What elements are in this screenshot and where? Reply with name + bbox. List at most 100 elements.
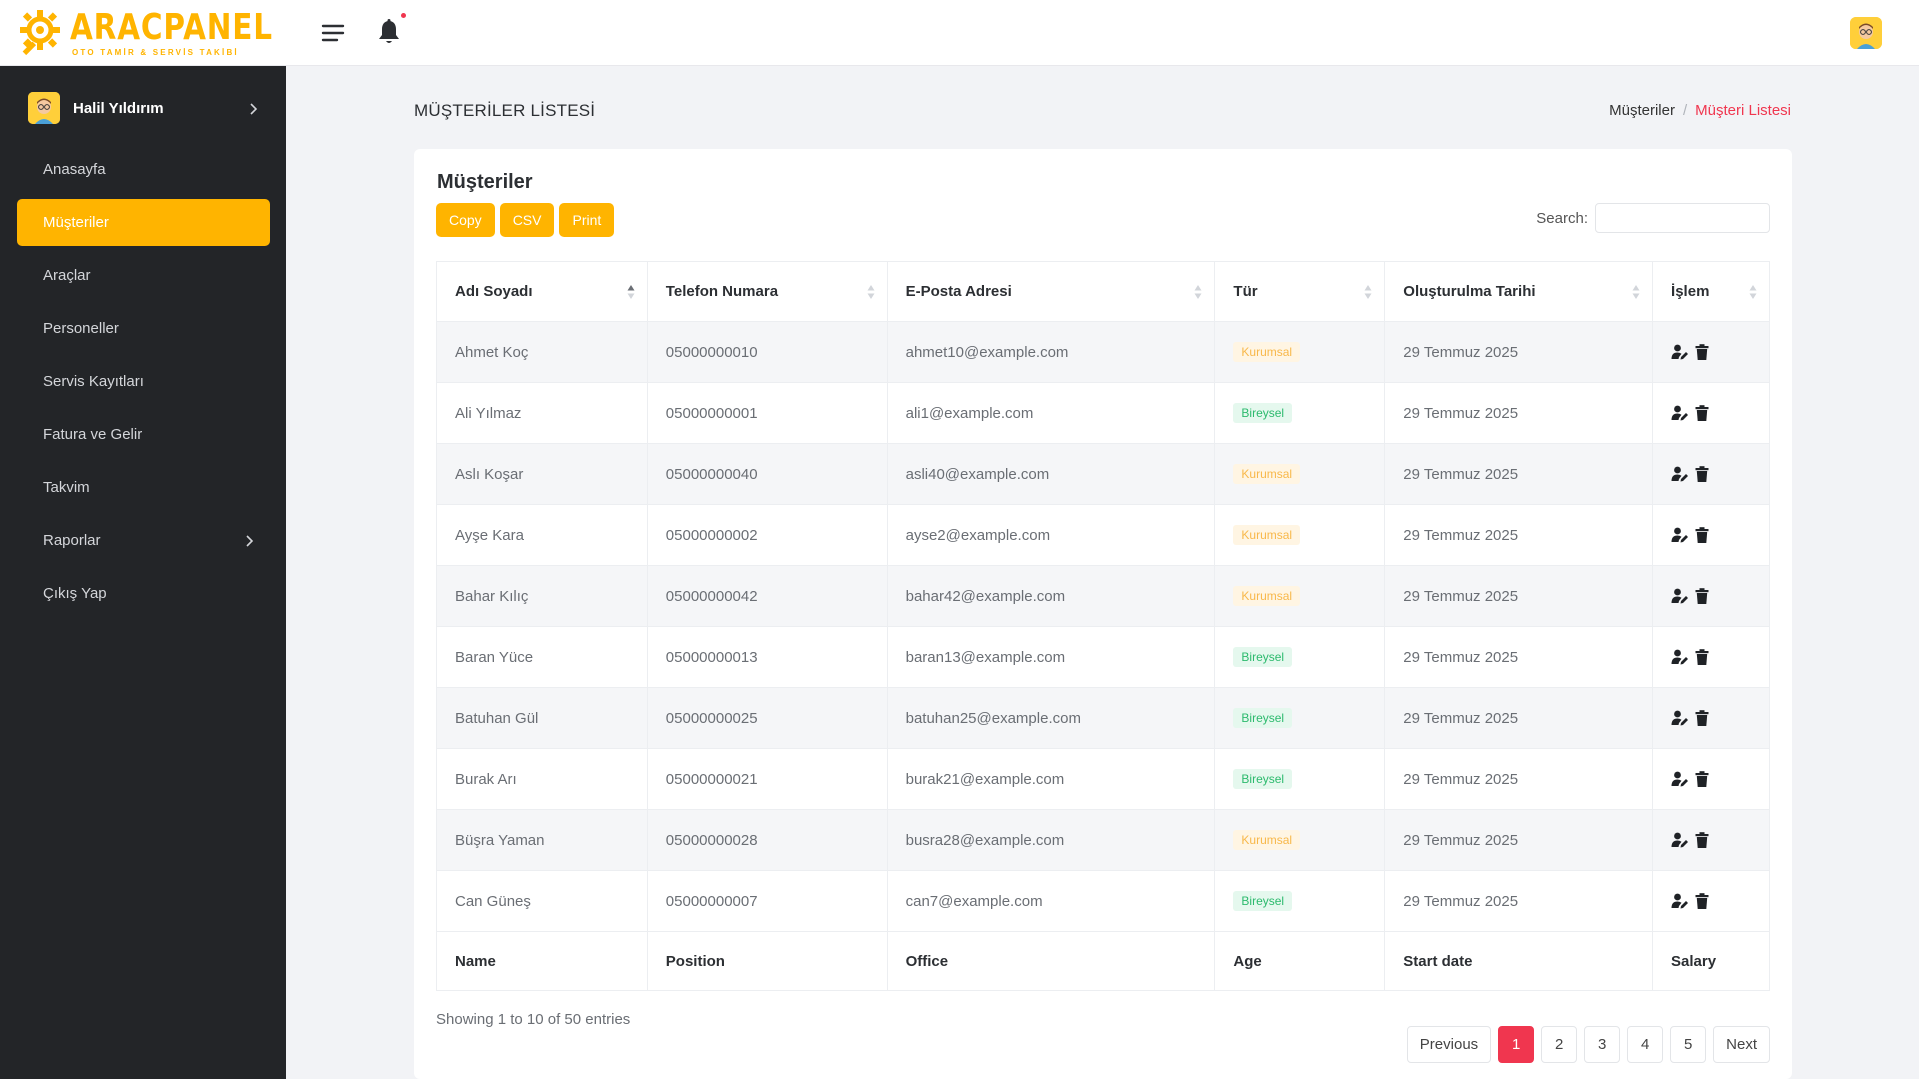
- cell-name-text: Batuhan Gül: [455, 709, 539, 727]
- cell-name-text: Aslı Koşar: [455, 465, 524, 483]
- user-edit-icon[interactable]: [1671, 526, 1689, 544]
- cell-email: busra28@example.com: [886, 809, 1216, 871]
- cell-actions: [1652, 321, 1770, 383]
- column-header[interactable]: Tür: [1214, 261, 1386, 322]
- cell-date-text: 29 Temmuz 2025: [1403, 831, 1519, 849]
- sidebar-item-servis-kayitlari[interactable]: Servis Kayıtları: [17, 358, 270, 405]
- sidebar-item-label: Takvim: [43, 479, 90, 496]
- gear-wrench-icon: [20, 10, 60, 56]
- pagination-page-3[interactable]: 3: [1584, 1026, 1621, 1063]
- csv-button[interactable]: CSV: [499, 203, 555, 237]
- cell-date: 29 Temmuz 2025: [1384, 443, 1654, 505]
- cell-phone-text: 05000000001: [665, 404, 758, 422]
- cell-phone-text: 05000000007: [665, 892, 758, 910]
- breadcrumb: Müşteriler / Müşteri Listesi: [1609, 102, 1791, 119]
- sidebar-item-takvim[interactable]: Takvim: [17, 464, 270, 511]
- bell-icon[interactable]: [376, 18, 402, 46]
- cell-date-text: 29 Temmuz 2025: [1403, 465, 1519, 483]
- pagination-page-4[interactable]: 4: [1627, 1026, 1664, 1063]
- user-edit-icon[interactable]: [1671, 587, 1689, 605]
- cell-name: Baran Yüce: [436, 626, 648, 688]
- column-header[interactable]: Telefon Numara: [646, 261, 888, 322]
- header-avatar[interactable]: [1850, 17, 1882, 49]
- trash-icon[interactable]: [1693, 404, 1711, 422]
- trash-icon[interactable]: [1693, 526, 1711, 544]
- column-header-label: Telefon Numara: [665, 283, 779, 300]
- trash-icon[interactable]: [1693, 770, 1711, 788]
- print-button[interactable]: Print: [559, 203, 615, 237]
- sidebar-user[interactable]: Halil Yıldırım: [28, 92, 268, 128]
- column-header[interactable]: İşlem: [1652, 261, 1770, 322]
- search-input[interactable]: [1595, 203, 1770, 233]
- footer-column-label: Age: [1214, 931, 1386, 991]
- trash-icon[interactable]: [1693, 648, 1711, 666]
- sidebar-item-fatura-ve-gelir[interactable]: Fatura ve Gelir: [17, 411, 270, 458]
- table-info: Showing 1 to 10 of 50 entries: [436, 1011, 631, 1028]
- trash-icon[interactable]: [1693, 343, 1711, 361]
- sidebar: Halil Yıldırım Anasayfa Müşteriler Araçl…: [0, 66, 286, 1079]
- user-edit-icon[interactable]: [1671, 404, 1689, 422]
- footer-column-label: Position: [646, 931, 888, 991]
- user-edit-icon[interactable]: [1671, 709, 1689, 727]
- table-row: Bahar Kılıç 05000000042 bahar42@example.co…: [436, 565, 1770, 627]
- hamburger-icon[interactable]: [320, 20, 346, 46]
- user-edit-icon[interactable]: [1671, 648, 1689, 666]
- sidebar-item-musteriler[interactable]: Müşteriler: [17, 199, 270, 246]
- sidebar-item-araclar[interactable]: Araçlar: [17, 252, 270, 299]
- sidebar-item-label: Fatura ve Gelir: [43, 426, 143, 443]
- table-row: Baran Yüce 05000000013 baran13@example.com…: [436, 626, 1770, 688]
- cell-date-text: 29 Temmuz 2025: [1403, 526, 1519, 544]
- pagination-page-1[interactable]: 1: [1498, 1026, 1535, 1063]
- user-edit-icon[interactable]: [1671, 465, 1689, 483]
- notification-dot: [401, 13, 406, 18]
- trash-icon[interactable]: [1693, 465, 1711, 483]
- trash-icon[interactable]: [1693, 587, 1711, 605]
- cell-date: 29 Temmuz 2025: [1384, 626, 1654, 688]
- pagination-previous-button[interactable]: Previous: [1406, 1026, 1492, 1063]
- sort-icon: [1364, 285, 1372, 299]
- cell-name: Büşra Yaman: [436, 809, 648, 871]
- search-label: Search:: [1536, 210, 1588, 227]
- user-edit-icon[interactable]: [1671, 892, 1689, 910]
- user-edit-icon[interactable]: [1671, 770, 1689, 788]
- pagination-page-2[interactable]: 2: [1541, 1026, 1578, 1063]
- user-avatar-icon: [1850, 17, 1882, 49]
- user-edit-icon[interactable]: [1671, 343, 1689, 361]
- card-title: Müşteriler: [437, 171, 533, 193]
- sidebar-item-personeller[interactable]: Personeller: [17, 305, 270, 352]
- cell-name-text: Can Güneş: [455, 892, 531, 910]
- trash-icon[interactable]: [1693, 831, 1711, 849]
- copy-button[interactable]: Copy: [436, 203, 495, 237]
- customers-table: Adı Soyadı Telefon Numara E-Posta Adresi Tü…: [436, 261, 1770, 991]
- cell-date: 29 Temmuz 2025: [1384, 382, 1654, 444]
- user-edit-icon[interactable]: [1671, 831, 1689, 849]
- cell-actions: [1652, 809, 1770, 871]
- brand-logo[interactable]: ARACPANEL OTO TAMİR & SERVİS TAKİBİ: [18, 6, 272, 60]
- column-header[interactable]: Oluşturulma Tarihi: [1384, 261, 1654, 322]
- sidebar-item-raporlar[interactable]: Raporlar: [17, 517, 270, 564]
- cell-name-text: Baran Yüce: [455, 648, 534, 666]
- footer-column-label: Office: [886, 931, 1216, 991]
- cell-email-text: batuhan25@example.com: [905, 709, 1081, 727]
- column-header[interactable]: Adı Soyadı: [436, 261, 648, 322]
- sidebar-item-cikis-yap[interactable]: Çıkış Yap: [17, 570, 270, 617]
- sidebar-item-label: Müşteriler: [43, 214, 109, 231]
- user-avatar-icon: [28, 92, 60, 124]
- pagination-next-button[interactable]: Next: [1713, 1026, 1770, 1063]
- cell-type: Kurumsal: [1214, 565, 1386, 627]
- cell-type: Bireysel: [1214, 626, 1386, 688]
- type-badge: Bireysel: [1233, 891, 1293, 911]
- trash-icon[interactable]: [1693, 709, 1711, 727]
- cell-name: Can Güneş: [436, 870, 648, 932]
- table-row: Ali Yılmaz 05000000001 ali1@example.com Bir…: [436, 382, 1770, 444]
- trash-icon[interactable]: [1693, 892, 1711, 910]
- cell-email: ahmet10@example.com: [886, 321, 1216, 383]
- column-header-label: Tür: [1233, 283, 1258, 300]
- column-header[interactable]: E-Posta Adresi: [886, 261, 1216, 322]
- cell-phone: 05000000021: [646, 748, 888, 810]
- sidebar-nav: Anasayfa Müşteriler Araçlar Personeller …: [17, 146, 270, 623]
- pagination-page-5[interactable]: 5: [1670, 1026, 1707, 1063]
- breadcrumb-parent[interactable]: Müşteriler: [1609, 102, 1675, 119]
- cell-actions: [1652, 748, 1770, 810]
- sidebar-item-anasayfa[interactable]: Anasayfa: [17, 146, 270, 193]
